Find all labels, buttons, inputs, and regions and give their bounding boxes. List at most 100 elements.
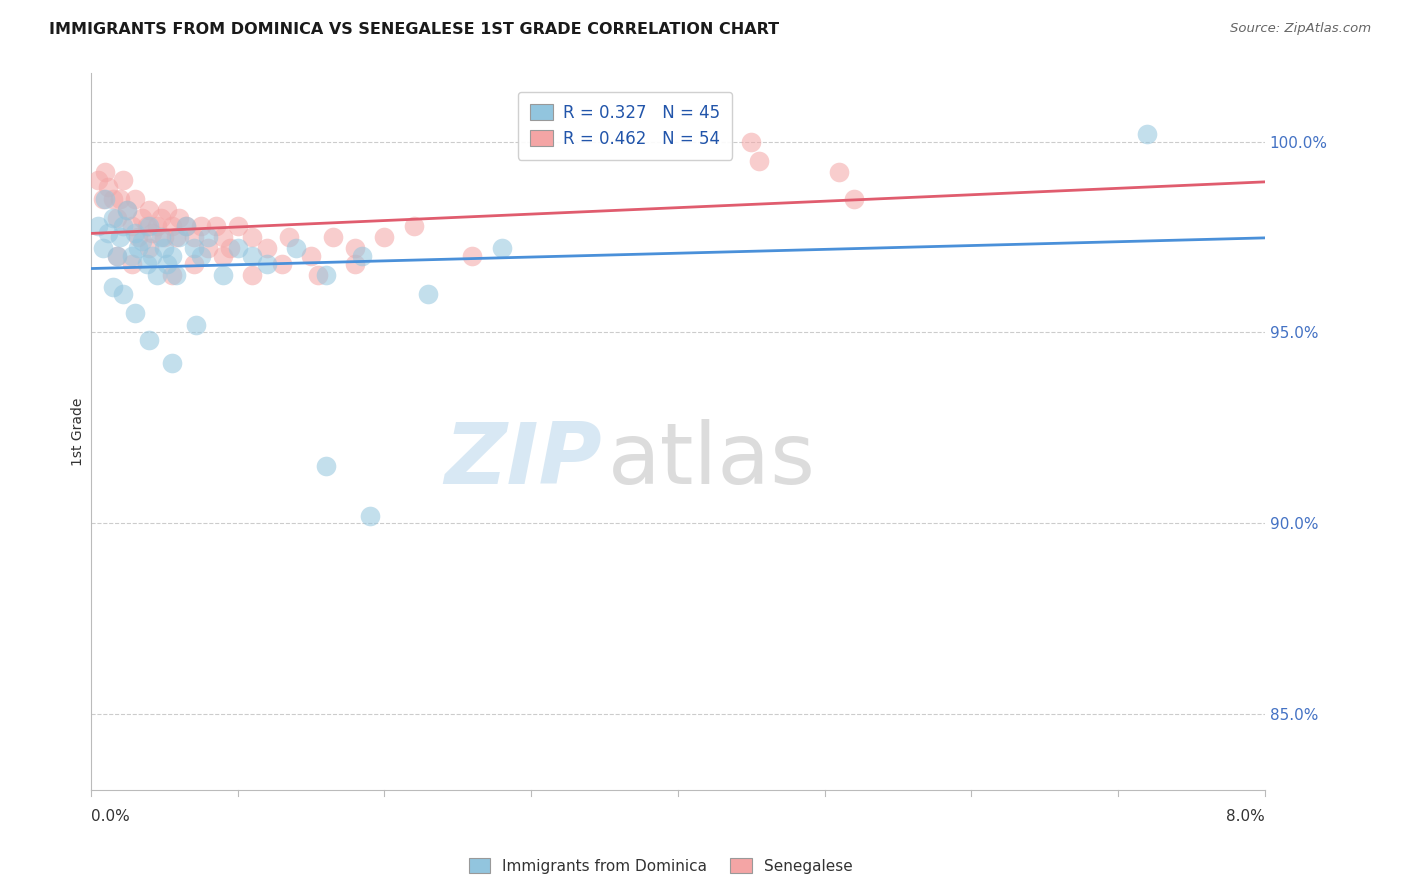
Immigrants from Dominica xyxy=(135,257,157,271)
Senegalese xyxy=(121,257,143,271)
Senegalese xyxy=(138,242,160,256)
Immigrants from Dominica xyxy=(256,257,278,271)
Immigrants from Dominica xyxy=(138,333,160,347)
Senegalese xyxy=(343,257,366,271)
Immigrants from Dominica xyxy=(160,356,183,370)
Immigrants from Dominica xyxy=(121,249,143,263)
Immigrants from Dominica xyxy=(183,242,205,256)
Senegalese xyxy=(138,203,160,218)
Senegalese xyxy=(97,180,120,194)
Immigrants from Dominica xyxy=(127,242,149,256)
Senegalese xyxy=(183,230,205,244)
Senegalese xyxy=(146,219,169,233)
Immigrants from Dominica xyxy=(124,306,146,320)
Senegalese xyxy=(402,219,425,233)
Immigrants from Dominica xyxy=(101,211,124,225)
Senegalese xyxy=(748,153,770,168)
Text: IMMIGRANTS FROM DOMINICA VS SENEGALESE 1ST GRADE CORRELATION CHART: IMMIGRANTS FROM DOMINICA VS SENEGALESE 1… xyxy=(49,22,779,37)
Immigrants from Dominica xyxy=(1136,127,1159,141)
Immigrants from Dominica xyxy=(156,257,179,271)
Text: 0.0%: 0.0% xyxy=(91,809,129,824)
Senegalese xyxy=(307,268,329,282)
Legend: Immigrants from Dominica, Senegalese: Immigrants from Dominica, Senegalese xyxy=(463,852,859,880)
Immigrants from Dominica xyxy=(167,230,190,244)
Immigrants from Dominica xyxy=(418,287,440,301)
Senegalese xyxy=(256,242,278,256)
Senegalese xyxy=(141,226,163,240)
Senegalese xyxy=(91,192,114,206)
Immigrants from Dominica xyxy=(165,268,187,282)
Immigrants from Dominica xyxy=(285,242,308,256)
Senegalese xyxy=(105,249,128,263)
Immigrants from Dominica xyxy=(112,287,135,301)
Immigrants from Dominica xyxy=(124,226,146,240)
Senegalese xyxy=(174,219,197,233)
Y-axis label: 1st Grade: 1st Grade xyxy=(72,398,86,466)
Immigrants from Dominica xyxy=(190,249,212,263)
Immigrants from Dominica xyxy=(315,458,337,473)
Senegalese xyxy=(197,242,219,256)
Senegalese xyxy=(165,230,187,244)
Senegalese xyxy=(117,203,139,218)
Senegalese xyxy=(740,135,762,149)
Senegalese xyxy=(87,173,110,187)
Senegalese xyxy=(270,257,292,271)
Senegalese xyxy=(204,219,226,233)
Immigrants from Dominica xyxy=(105,249,128,263)
Senegalese xyxy=(131,211,153,225)
Immigrants from Dominica xyxy=(94,192,117,206)
Immigrants from Dominica xyxy=(153,242,176,256)
Senegalese xyxy=(160,219,183,233)
Immigrants from Dominica xyxy=(174,219,197,233)
Immigrants from Dominica xyxy=(491,242,513,256)
Senegalese xyxy=(190,219,212,233)
Senegalese xyxy=(160,268,183,282)
Senegalese xyxy=(105,211,128,225)
Senegalese xyxy=(343,242,366,256)
Immigrants from Dominica xyxy=(212,268,235,282)
Senegalese xyxy=(212,249,235,263)
Immigrants from Dominica xyxy=(359,508,381,523)
Senegalese xyxy=(156,203,179,218)
Immigrants from Dominica xyxy=(138,219,160,233)
Immigrants from Dominica xyxy=(226,242,249,256)
Senegalese xyxy=(94,165,117,179)
Immigrants from Dominica xyxy=(141,249,163,263)
Senegalese xyxy=(322,230,344,244)
Text: ZIP: ZIP xyxy=(444,418,602,502)
Immigrants from Dominica xyxy=(352,249,374,263)
Senegalese xyxy=(212,230,235,244)
Immigrants from Dominica xyxy=(150,230,173,244)
Immigrants from Dominica xyxy=(87,219,110,233)
Immigrants from Dominica xyxy=(97,226,120,240)
Immigrants from Dominica xyxy=(146,268,169,282)
Senegalese xyxy=(240,268,263,282)
Senegalese xyxy=(461,249,484,263)
Immigrants from Dominica xyxy=(197,230,219,244)
Senegalese xyxy=(108,192,131,206)
Senegalese xyxy=(299,249,322,263)
Immigrants from Dominica xyxy=(117,203,139,218)
Senegalese xyxy=(842,192,865,206)
Senegalese xyxy=(124,192,146,206)
Immigrants from Dominica xyxy=(91,242,114,256)
Senegalese xyxy=(150,211,173,225)
Immigrants from Dominica xyxy=(131,234,153,248)
Senegalese xyxy=(127,230,149,244)
Immigrants from Dominica xyxy=(240,249,263,263)
Text: Source: ZipAtlas.com: Source: ZipAtlas.com xyxy=(1230,22,1371,36)
Immigrants from Dominica xyxy=(315,268,337,282)
Senegalese xyxy=(226,219,249,233)
Text: atlas: atlas xyxy=(607,418,815,502)
Senegalese xyxy=(153,230,176,244)
Senegalese xyxy=(121,219,143,233)
Senegalese xyxy=(183,257,205,271)
Immigrants from Dominica xyxy=(108,230,131,244)
Senegalese xyxy=(277,230,299,244)
Senegalese xyxy=(112,173,135,187)
Senegalese xyxy=(373,230,395,244)
Immigrants from Dominica xyxy=(112,219,135,233)
Senegalese xyxy=(167,211,190,225)
Senegalese xyxy=(101,192,124,206)
Senegalese xyxy=(219,242,242,256)
